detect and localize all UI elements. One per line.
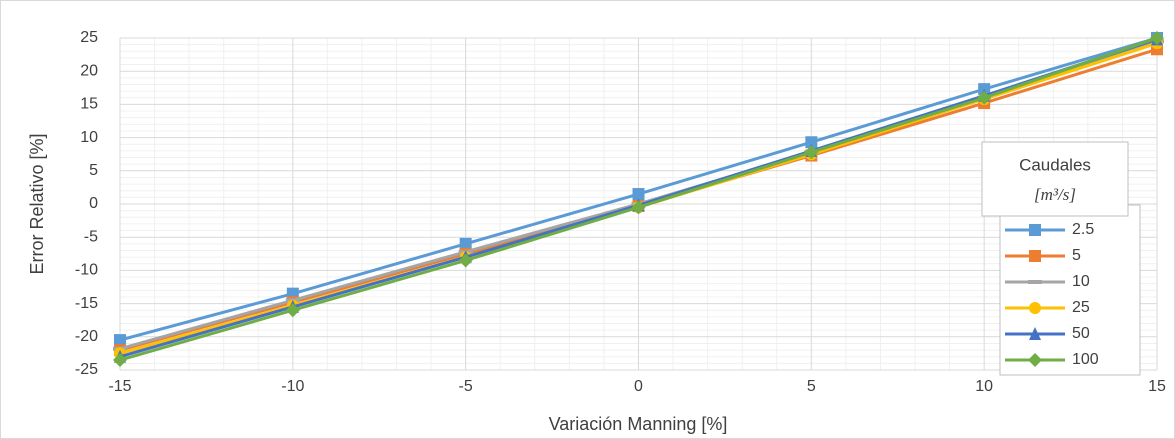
marker	[113, 353, 127, 368]
marker	[632, 188, 645, 201]
marker	[1029, 302, 1041, 314]
x-tick-label: 10	[975, 378, 993, 395]
x-tick-label: -15	[108, 378, 131, 395]
y-tick-label: 20	[80, 62, 98, 79]
y-tick-label: -15	[75, 295, 98, 312]
marker	[458, 253, 473, 268]
marker	[1150, 31, 1164, 45]
marker	[285, 303, 300, 318]
marker	[977, 90, 992, 105]
y-tick-label: 25	[80, 29, 98, 46]
y-axis-title: Error Relativo [%]	[27, 133, 47, 274]
marker	[1028, 280, 1042, 284]
x-tick-label: -5	[459, 378, 473, 395]
y-tick-label: -5	[84, 228, 98, 245]
y-tick-label: 15	[80, 96, 98, 113]
marker	[631, 200, 646, 215]
y-tick-label: -25	[75, 361, 98, 378]
y-tick-label: -20	[75, 328, 98, 345]
legend-title: Caudales	[1019, 155, 1091, 174]
legend-label: 10	[1072, 273, 1090, 290]
legend-label: 50	[1072, 325, 1090, 342]
legend: 2.5 5 10 25 50 100 Caudales [m³/s]	[981, 141, 1141, 376]
x-tick-label: 0	[634, 378, 643, 395]
legend-unit: [m³/s]	[1034, 185, 1076, 204]
x-tick-label: -10	[281, 378, 304, 395]
y-tick-label: 0	[89, 195, 98, 212]
legend-label: 100	[1072, 351, 1099, 368]
x-tick-label: 5	[807, 378, 816, 395]
x-tick-label: 15	[1148, 378, 1166, 395]
marker	[1028, 353, 1042, 367]
x-axis-title: Variación Manning [%]	[549, 414, 728, 434]
legend-items: 2.5 5 10 25 50 100	[1005, 221, 1099, 368]
legend-label: 25	[1072, 299, 1090, 316]
legend-label: 5	[1072, 247, 1081, 264]
y-tick-label: -10	[75, 262, 98, 279]
y-tick-label: 5	[89, 162, 98, 179]
marker	[1029, 224, 1041, 236]
legend-label: 2.5	[1072, 221, 1094, 238]
marker	[1029, 327, 1041, 340]
marker	[1029, 250, 1041, 262]
series-layer	[113, 31, 1164, 368]
marker	[459, 237, 472, 250]
marker	[114, 334, 126, 347]
legend-title-box	[981, 141, 1129, 217]
marker	[805, 136, 818, 149]
marker	[804, 145, 819, 160]
y-tick-label: 10	[80, 129, 98, 146]
labels: -25 -20 -15 -10 -5 0 5 10 15 20 25 -15 -10 -5 0 5 10 15	[75, 29, 1166, 395]
